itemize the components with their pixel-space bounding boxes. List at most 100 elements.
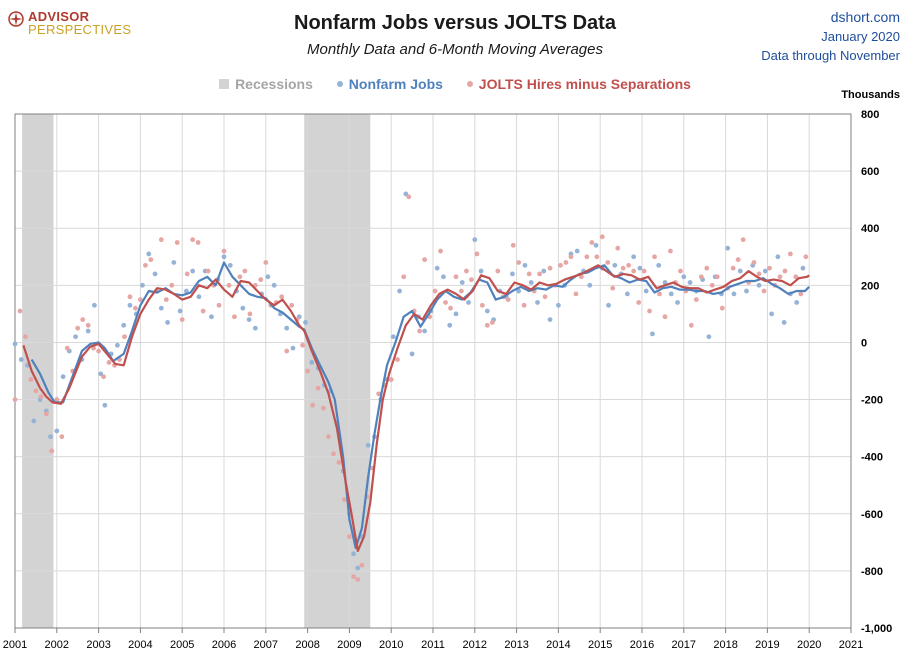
- legend-item-jolts: JOLTS Hires minus Separations: [466, 76, 691, 92]
- nonfarm-monthly-point: [731, 291, 737, 297]
- jolts-monthly-point: [305, 368, 310, 374]
- recession-band: [304, 114, 371, 628]
- jolts-monthly-point: [589, 240, 595, 245]
- jolts-monthly-point: [347, 534, 352, 540]
- nonfarm-monthly-point: [177, 308, 183, 314]
- y-axis-units-label: Thousands: [841, 89, 900, 101]
- nonfarm-monthly-point: [593, 242, 599, 248]
- nonfarm-monthly-point: [547, 317, 553, 322]
- jolts-monthly-point: [359, 562, 365, 568]
- x-tick-label: 2010: [379, 639, 403, 651]
- y-tick-label: -600: [861, 509, 883, 521]
- jolts-monthly-point: [247, 311, 253, 317]
- jolts-monthly-point: [64, 345, 70, 351]
- legend-label-recessions: Recessions: [235, 76, 313, 92]
- jolts-monthly-point: [610, 285, 616, 291]
- jolts-monthly-point: [43, 411, 49, 417]
- jolts-monthly-point: [698, 274, 704, 280]
- nonfarm-monthly-point: [146, 251, 152, 257]
- jolts-monthly-point: [652, 254, 657, 260]
- nonfarm-monthly-point: [441, 274, 446, 280]
- jolts-monthly-point: [351, 574, 356, 579]
- legend-swatch-recessions: [219, 79, 230, 89]
- nonfarm-monthly-point: [265, 274, 271, 280]
- nonfarm-monthly-point: [158, 305, 164, 311]
- nonfarm-monthly-point: [459, 280, 465, 285]
- x-tick-label: 2019: [755, 639, 779, 651]
- nonfarm-monthly-point: [48, 434, 53, 440]
- nonfarm-monthly-point: [762, 268, 768, 274]
- jolts-monthly-point: [484, 322, 490, 328]
- jolts-moving-average-line: [22, 264, 810, 552]
- x-tick-label: 2003: [86, 639, 110, 651]
- y-tick-label: 400: [861, 223, 879, 235]
- jolts-monthly-point: [33, 388, 39, 394]
- nonfarm-monthly-point: [756, 282, 762, 288]
- jolts-monthly-point: [620, 265, 626, 271]
- nonfarm-monthly-point: [662, 280, 668, 285]
- nonfarm-monthly-point: [309, 360, 315, 365]
- nonfarm-monthly-point: [183, 288, 189, 294]
- jolts-monthly-point: [279, 294, 285, 300]
- jolts-monthly-point: [584, 254, 590, 260]
- source-date: January 2020: [821, 29, 900, 44]
- nonfarm-monthly-point: [587, 282, 593, 288]
- nonfarm-monthly-point: [535, 300, 540, 305]
- nonfarm-monthly-point: [121, 322, 127, 328]
- jolts-monthly-point: [263, 260, 269, 265]
- jolts-monthly-point: [417, 328, 423, 334]
- legend-item-nonfarm: Nonfarm Jobs: [336, 76, 443, 92]
- jolts-monthly-point: [709, 282, 715, 288]
- nonfarm-monthly-point: [127, 302, 133, 308]
- advisor-perspectives-logo: ADVISOR PERSPECTIVES: [8, 10, 131, 36]
- nonfarm-monthly-point: [624, 291, 630, 297]
- jolts-monthly-point: [258, 277, 264, 283]
- nonfarm-monthly-point: [284, 325, 290, 331]
- jolts-monthly-point: [751, 260, 757, 265]
- y-tick-label: -200: [861, 395, 883, 407]
- jolts-monthly-point: [489, 320, 495, 325]
- jolts-monthly-point: [200, 308, 206, 314]
- nonfarm-monthly-point: [775, 254, 781, 260]
- x-tick-label: 2008: [295, 639, 319, 651]
- nonfarm-monthly-point: [434, 265, 440, 271]
- source-block: dshort.com January 2020 Data through Nov…: [761, 8, 900, 65]
- jolts-monthly-point: [401, 274, 407, 280]
- x-tick-label: 2005: [170, 639, 194, 651]
- x-tick-label: 2012: [463, 639, 487, 651]
- jolts-monthly-point: [122, 334, 127, 340]
- jolts-monthly-point: [184, 271, 190, 277]
- x-tick-label: 2020: [797, 639, 821, 651]
- jolts-monthly-point: [599, 234, 605, 240]
- legend-swatch-nonfarm: [336, 81, 343, 87]
- nonfarm-monthly-point: [171, 260, 177, 265]
- nonfarm-monthly-point: [303, 320, 308, 325]
- nonfarm-monthly-point: [650, 331, 655, 337]
- compass-icon: [8, 11, 24, 27]
- jolts-monthly-point: [459, 288, 464, 294]
- jolts-monthly-point: [148, 257, 154, 263]
- jolts-monthly-point: [510, 242, 516, 248]
- jolts-monthly-point: [719, 305, 725, 311]
- nonfarm-monthly-point: [447, 322, 453, 328]
- jolts-monthly-point: [542, 294, 548, 300]
- nonfarm-monthly-point: [390, 334, 396, 340]
- jolts-monthly-point: [803, 254, 809, 260]
- jolts-monthly-point: [326, 434, 331, 440]
- jolts-monthly-point: [23, 334, 28, 340]
- nonfarm-monthly-point: [541, 268, 547, 274]
- jolts-monthly-point: [101, 374, 107, 380]
- x-tick-label: 2015: [588, 639, 612, 651]
- x-tick-label: 2016: [630, 639, 654, 651]
- x-tick-label: 2006: [212, 639, 236, 651]
- jolts-monthly-point: [657, 291, 662, 297]
- jolts-monthly-point: [782, 268, 788, 274]
- jolts-monthly-point: [315, 385, 321, 391]
- nonfarm-monthly-point: [737, 268, 743, 274]
- nonfarm-moving-average-line: [30, 261, 810, 550]
- x-tick-label: 2017: [672, 639, 696, 651]
- nonfarm-monthly-point: [681, 274, 687, 280]
- jolts-monthly-point: [798, 291, 804, 297]
- nonfarm-monthly-point: [769, 311, 774, 317]
